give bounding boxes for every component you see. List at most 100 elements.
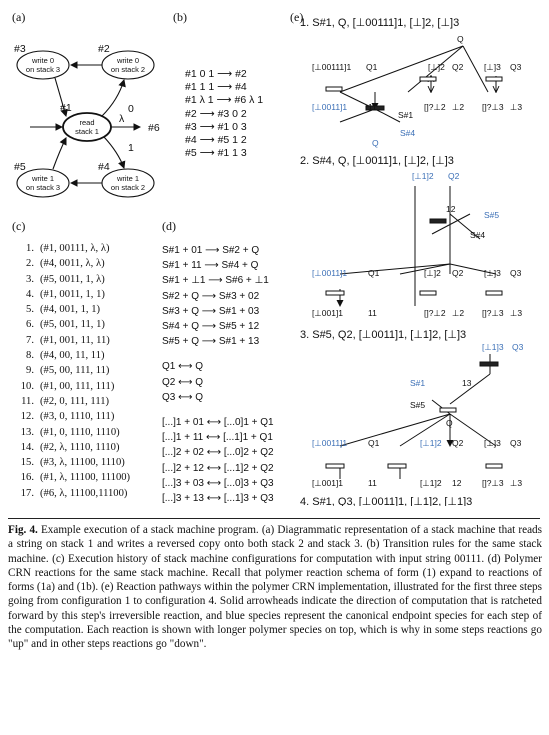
edge-label-zero: 0 <box>128 103 134 115</box>
config-number: 13. <box>20 426 34 438</box>
e1-botq2: ⊥2 <box>452 102 464 112</box>
e3-one3: 13 <box>462 378 472 388</box>
state-s1-line1: read <box>79 118 94 127</box>
state-s4-line2: on stack 2 <box>111 183 145 192</box>
rule: #1 1 1 ⟶ #4 <box>185 81 247 94</box>
edge-label-six: #6 <box>148 122 160 134</box>
tag-s3: #3 <box>14 43 26 55</box>
reaction: S#4 + Q ⟶ S#5 + 12 <box>162 321 260 333</box>
config-value: (#1, 00, 111, 111) <box>40 380 115 392</box>
config-row: 10. (#1, 00, 111, 111) <box>14 379 130 394</box>
edge-label-lambda: λ <box>119 113 125 125</box>
reaction: S#1 + 11 ⟶ S#4 + Q <box>162 260 259 272</box>
config-value: (#3, λ, 11100, 1110) <box>40 457 125 469</box>
e1-s1: S#1 <box>398 110 413 120</box>
config-row: 13. (#1, 0, 1110, 1110) <box>14 425 130 440</box>
panel-a-label: (a) <box>12 10 26 24</box>
config-value: (#5, 00, 111, 11) <box>40 365 110 377</box>
e2-bot2: []?⊥2 <box>424 308 446 318</box>
reaction: [...]2 + 12 ⟷ [...1]2 + Q2 <box>162 462 274 474</box>
e3-s1: S#1 <box>410 378 425 388</box>
e2-b1: [⊥001]1 <box>312 308 343 318</box>
e1-botq3: ⊥3 <box>510 102 522 112</box>
config-row: 14. (#2, λ, 1110, 1110) <box>14 440 130 455</box>
panel-d-reactions: S#1 + 01 ⟶ S#2 + Q S#1 + 11 ⟶ S#4 + Q S#1 … <box>162 243 274 506</box>
e-header-1: 1. S#1, Q, [⊥00111]1, [⊥]2, [⊥]3 <box>300 17 459 29</box>
reaction: [...]2 + 02 ⟷ [...0]2 + Q2 <box>162 447 274 459</box>
reaction: Q3 ⟷ Q <box>162 391 204 403</box>
state-s2-line1: write 0 <box>116 56 139 65</box>
e1-poly1: [⊥00111]1 <box>312 62 352 72</box>
config-row: 1. (#1, 00111, λ, λ) <box>14 241 130 256</box>
e3-q2: Q2 <box>452 438 464 448</box>
e3-top2: Q3 <box>512 342 524 352</box>
e1-qb: Q <box>372 138 379 148</box>
e-header-3: 3. S#5, Q2, [⊥0011]1, [⊥1]2, [⊥]3 <box>300 329 466 341</box>
rule: #1 λ 1 ⟶ #6 λ 1 <box>185 94 264 107</box>
e3-b1: [⊥001]1 <box>312 478 343 488</box>
tag-s4: #4 <box>98 161 110 173</box>
rule: #2 ⟶ #3 0 2 <box>185 107 247 120</box>
e3-s5: S#5 <box>410 400 425 410</box>
config-number: 10. <box>20 380 34 392</box>
config-row: 6. (#5, 001, 11, 1) <box>14 317 130 332</box>
panel-b-label: (b) <box>173 10 187 24</box>
config-number: 9. <box>26 365 34 377</box>
e2-poly2: [⊥]2 <box>424 268 441 278</box>
e1-low1: [⊥0011]1 <box>312 102 347 112</box>
figure-caption: Fig. 4. Example execution of a stack mac… <box>8 523 542 652</box>
panel-d-label: (d) <box>162 219 176 233</box>
e1-q2: Q2 <box>452 62 464 72</box>
config-number: 5. <box>26 304 34 316</box>
config-value: (#2, λ, 1110, 1110) <box>40 441 120 453</box>
config-value: (#4, 0011, λ, λ) <box>40 258 105 270</box>
config-row: 3. (#5, 0011, 1, λ) <box>14 272 130 287</box>
tag-s2: #2 <box>98 43 110 55</box>
e2-poly3: [⊥]3 <box>484 268 501 278</box>
e2-poly1: [⊥0011]1 <box>312 268 347 278</box>
config-value: (#5, 0011, 1, λ) <box>40 273 105 285</box>
e1-poly3: [⊥]3 <box>484 62 501 72</box>
e1-q3: Q3 <box>510 62 522 72</box>
config-row: 5. (#4, 001, 1, 1) <box>14 302 130 317</box>
rule: #4 ⟶ #5 1 2 <box>185 134 247 147</box>
tag-s5: #5 <box>14 161 26 173</box>
rule: #5 ⟶ #1 1 3 <box>185 147 247 160</box>
e1-q1: Q1 <box>366 62 378 72</box>
rule: #1 0 1 ⟶ #2 <box>185 68 247 80</box>
config-value: (#1, 00111, λ, λ) <box>40 243 110 254</box>
state-s2-line2: on stack 2 <box>111 65 145 74</box>
e3-q: Q <box>446 418 453 428</box>
e2-top2: Q2 <box>448 171 460 181</box>
caption-rule <box>8 518 540 519</box>
panel-e-pathways: 1. S#1, Q, [⊥00111]1, [⊥]2, [⊥]3 2. S#4,… <box>300 17 524 506</box>
config-value: (#1, λ, 11100, 11100) <box>40 472 131 484</box>
config-row: 8. (#4, 00, 11, 11) <box>14 348 130 363</box>
e2-q1: Q1 <box>368 268 380 278</box>
e1-poly2: [⊥]2 <box>428 62 445 72</box>
e2-top1: [⊥1]2 <box>412 171 434 181</box>
config-row: 15. (#3, λ, 11100, 1110) <box>14 455 130 470</box>
e2-q2: Q2 <box>452 268 464 278</box>
edge-label-one: 1 <box>128 142 134 154</box>
e2-one2: 12 <box>446 204 456 214</box>
config-number: 1. <box>26 243 34 254</box>
config-row: 9. (#5, 00, 111, 11) <box>14 363 130 378</box>
e2-botq2: ⊥2 <box>452 308 464 318</box>
config-number: 7. <box>26 334 34 346</box>
e-header-4: 4. S#1, Q3, [⊥0011]1, [⊥1]2, [⊥1]3 <box>300 496 472 506</box>
e2-bot3: []?⊥3 <box>482 308 504 318</box>
config-value: (#1, 0011, 1, 1) <box>40 288 105 300</box>
caption-text: Example execution of a stack machine pro… <box>8 524 542 651</box>
panel-c-label: (c) <box>12 219 26 233</box>
config-number: 4. <box>26 288 34 300</box>
panel-e-label: (e) <box>290 10 304 24</box>
panel-c-history: 1. (#1, 00111, λ, λ) 2. (#4, 0011, λ, λ) 3. (… <box>14 241 130 501</box>
config-number: 11. <box>21 395 34 407</box>
e3-b2: [⊥1]2 <box>420 478 442 488</box>
rule: #3 ⟶ #1 0 3 <box>185 120 247 133</box>
panel-a-diagram: write 0 on stack 3 write 0 on stack 2 re… <box>14 43 160 198</box>
config-value: (#1, 001, 11, 11) <box>40 334 110 346</box>
e2-q3: Q3 <box>510 268 522 278</box>
config-value: (#2, 0, 111, 111) <box>40 395 110 407</box>
